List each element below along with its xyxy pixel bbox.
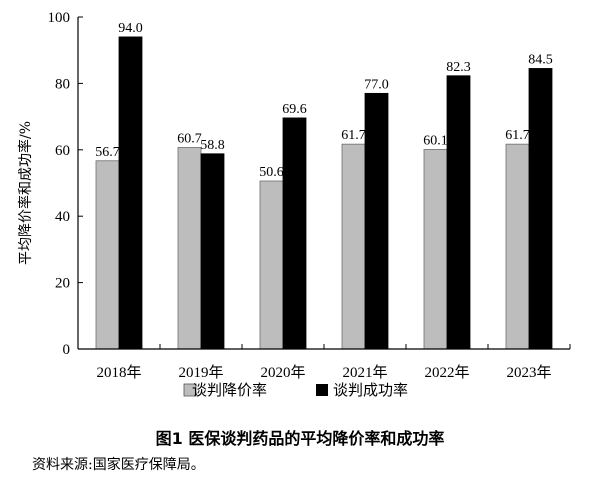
- x-tick-label: 2022年: [424, 364, 469, 381]
- data-label-success: 94.0: [118, 21, 143, 36]
- legend: 谈判降价率 谈判成功率: [183, 381, 408, 399]
- data-label-success: 58.8: [200, 138, 225, 153]
- bar-success-rate: [446, 75, 471, 350]
- bar-success-rate: [364, 92, 389, 350]
- bar-success-rate: [200, 153, 225, 350]
- bar-success-rate: [528, 68, 553, 350]
- bars-group: [95, 36, 553, 350]
- data-label-reduction: 50.6: [259, 165, 284, 180]
- data-label-reduction: 60.7: [177, 131, 202, 146]
- y-axis-label: 平均降价率和成功率/%: [17, 121, 34, 265]
- data-label-success: 69.6: [282, 102, 307, 117]
- y-tick-label: 0: [63, 342, 71, 358]
- data-label-success: 84.5: [528, 52, 553, 67]
- x-tick-label: 2023年: [506, 364, 551, 381]
- data-labels-group: 56.7 94.0 60.758.8 50.6 69.6 61.7 77.0 60.1 82.3…: [95, 21, 553, 180]
- x-tick-label: 2020年: [260, 364, 305, 381]
- bar-success-rate: [118, 36, 143, 350]
- legend-label-reduction: 谈判降价率: [192, 381, 267, 399]
- bar-success-rate: [282, 117, 307, 350]
- y-tick-label: 40: [55, 209, 70, 225]
- data-label-reduction: 56.7: [95, 145, 120, 160]
- x-tick-label: 2019年: [178, 364, 223, 381]
- bar-reduction-rate: [423, 149, 448, 350]
- y-tick-label: 80: [55, 76, 70, 92]
- bar-reduction-rate: [95, 160, 120, 350]
- figure-caption: 图1 医保谈判药品的平均降价率和成功率: [155, 429, 445, 448]
- data-label-reduction: 61.7: [505, 128, 530, 143]
- bar-reduction-rate: [505, 143, 530, 350]
- y-tick-label: 100: [48, 10, 71, 26]
- data-label-reduction: 60.1: [423, 133, 448, 148]
- data-label-reduction: 61.7: [341, 128, 366, 143]
- legend-label-success: 谈判成功率: [333, 381, 408, 399]
- y-tick-label: 60: [55, 143, 70, 159]
- bar-reduction-rate: [341, 143, 366, 350]
- legend-swatch-reduction: [183, 383, 197, 397]
- bar-chart: 56.7 94.0 60.758.8 50.6 69.6 61.7 77.0 60.1 82.3…: [17, 10, 571, 399]
- source-note: 资料来源:国家医疗保障局。: [32, 457, 205, 473]
- y-ticks-group: 0 20 40 60 80 100: [48, 10, 83, 358]
- bar-reduction-rate: [177, 147, 202, 350]
- bar-reduction-rate: [259, 180, 284, 350]
- y-tick-label: 20: [55, 276, 70, 292]
- legend-swatch-success: [316, 384, 328, 396]
- x-tick-label: 2018年: [96, 364, 141, 381]
- x-tick-label: 2021年: [342, 364, 387, 381]
- data-label-success: 82.3: [446, 60, 471, 75]
- data-label-success: 77.0: [364, 77, 389, 92]
- x-ticks-group: 2018年 2019年 2020年 2021年 2022年 2023年: [77, 344, 571, 381]
